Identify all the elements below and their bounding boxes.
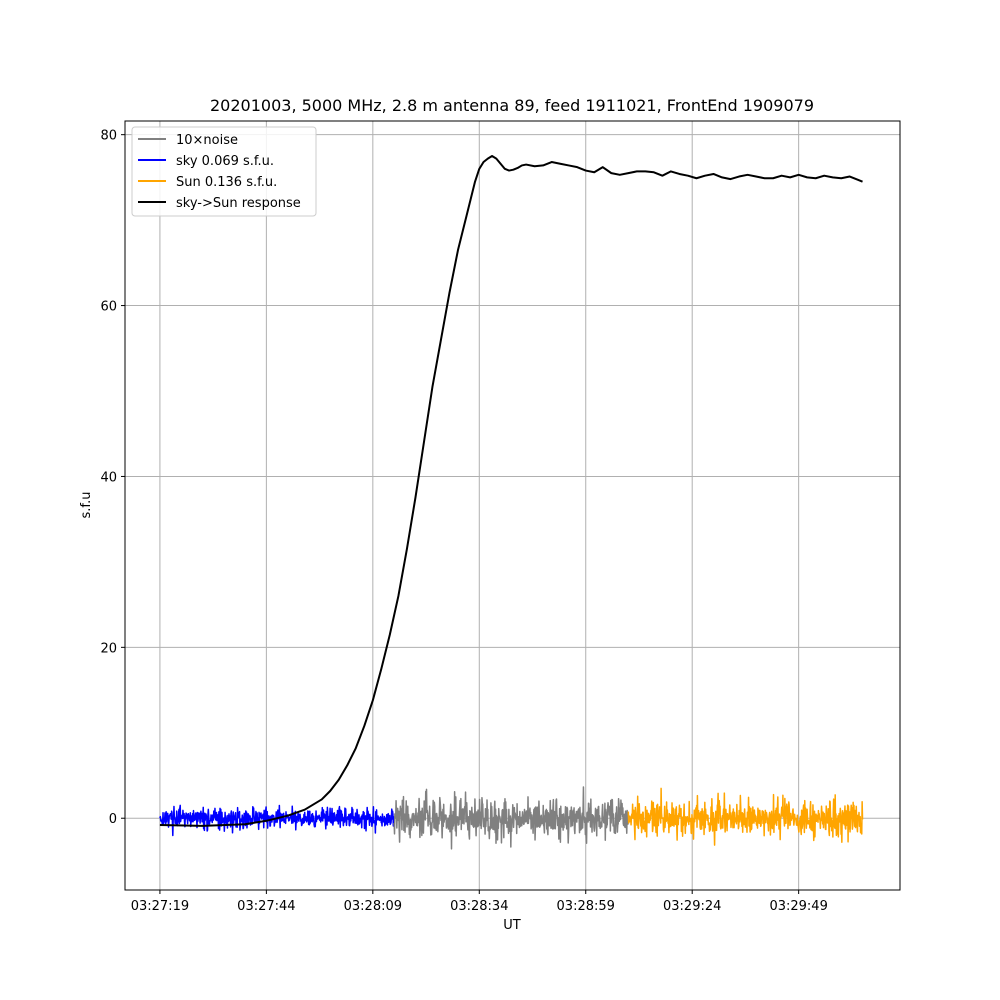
x-axis-title: UT [503,918,521,933]
x-tick-label: 03:27:19 [131,899,189,914]
y-axis-title: s.f.u [79,492,94,519]
series-trace-0 [159,804,395,837]
x-tick-label: 03:27:44 [237,899,295,914]
series-layer [159,155,864,850]
axes: 03:27:19 03:27:44 03:28:09 03:28:34 03:28:59… [100,129,827,914]
response-line [159,155,863,827]
chart-title: 20201003, 5000 MHz, 2.8 m antenna 89, fe… [210,96,814,115]
y-tick-label: 0 [109,812,117,827]
y-tick-label: 60 [100,300,117,315]
y-tick-label: 20 [100,641,117,656]
legend-label: Sun 0.136 s.f.u. [176,175,277,190]
y-tick-label: 80 [100,129,117,144]
x-tick-label: 03:29:24 [663,899,721,914]
legend-label: sky 0.069 s.f.u. [176,154,274,169]
legend-box [131,126,317,217]
series-trace-1 [393,786,630,850]
x-tick-label: 03:28:59 [557,899,615,914]
x-tick-label: 03:29:49 [769,899,827,914]
series-trace-2 [627,787,864,846]
legend-label: sky->Sun response [176,196,301,211]
plot-frame [124,120,901,891]
x-tick-label: 03:28:34 [450,899,508,914]
x-tick-label: 03:28:09 [344,899,402,914]
y-tick-label: 40 [100,470,117,485]
legend: 10×noise sky 0.069 s.f.u. Sun 0.136 s.f.u.… [131,126,317,217]
legend-label: 10×noise [176,133,238,148]
